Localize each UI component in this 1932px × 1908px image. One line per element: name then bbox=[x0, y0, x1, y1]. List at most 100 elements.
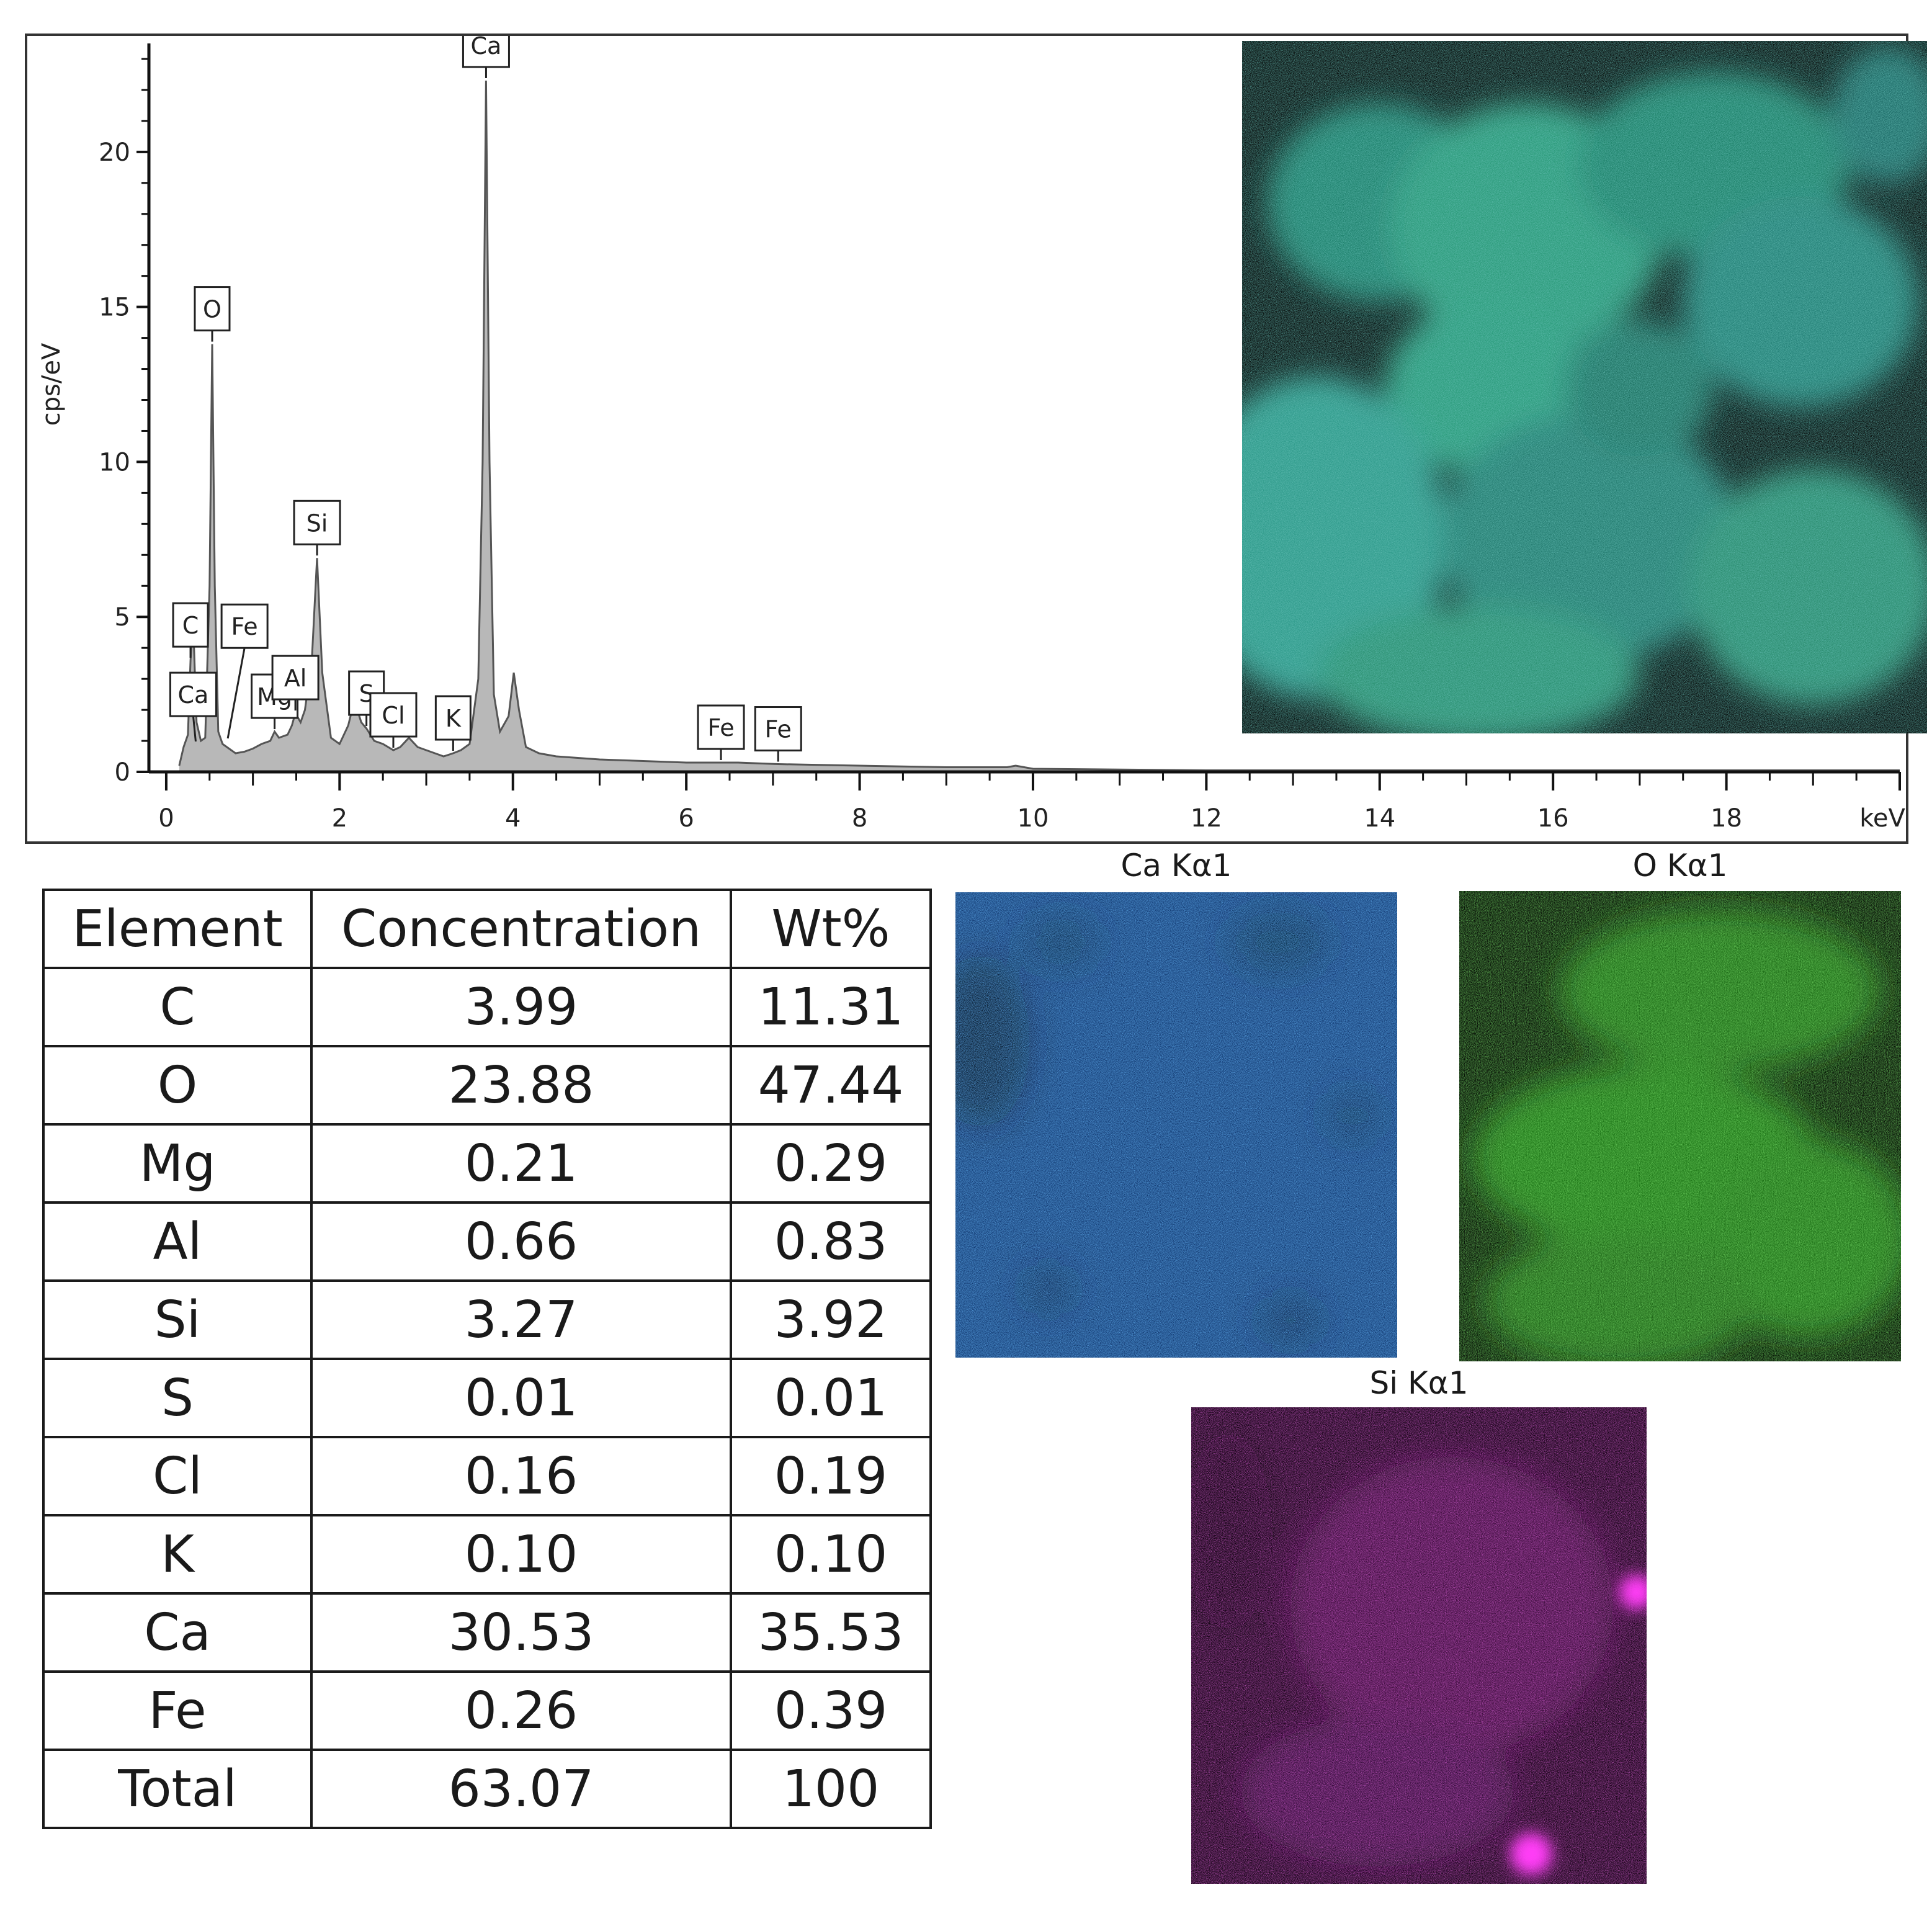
si-element-map: Si Kα1 bbox=[1191, 1365, 1647, 1886]
cell-wt-percent: 0.19 bbox=[730, 1436, 932, 1516]
peak-label-text: Fe bbox=[765, 716, 792, 743]
peak-label-box bbox=[194, 286, 231, 332]
peak-label-box bbox=[434, 695, 472, 741]
cell-element: Al bbox=[42, 1201, 313, 1282]
x-tick-label: 8 bbox=[852, 804, 867, 833]
ca-map-image bbox=[955, 892, 1397, 1358]
cell-concentration: 0.66 bbox=[310, 1201, 732, 1282]
x-tick-label: 6 bbox=[678, 804, 694, 833]
x-tick-label: 16 bbox=[1537, 804, 1569, 833]
x-tick-label: 12 bbox=[1191, 804, 1222, 833]
eds-spectrum-panel: 05101520024681012141618keVcps/eVCCaOFeMg… bbox=[25, 34, 1927, 844]
table-row: Si 3.27 3.92 bbox=[42, 1279, 932, 1360]
peak-label-pointer bbox=[192, 715, 197, 742]
y-tick-label: 20 bbox=[99, 138, 130, 167]
x-tick-label: 0 bbox=[158, 804, 174, 833]
o-element-map: O Kα1 bbox=[1459, 848, 1901, 1363]
peak-label: K bbox=[434, 695, 472, 751]
table-row: Al 0.66 0.83 bbox=[42, 1201, 932, 1282]
peak-label-text: O bbox=[203, 296, 221, 323]
cell-wt-percent: 3.92 bbox=[730, 1279, 932, 1360]
cell-wt-percent: 0.39 bbox=[730, 1670, 932, 1751]
cell-element: Ca bbox=[42, 1592, 313, 1673]
y-tick-label: 5 bbox=[115, 603, 130, 632]
table-row-total: Total 63.07 100 bbox=[42, 1749, 932, 1829]
peak-label-text: Fe bbox=[231, 613, 258, 640]
cell-element: Cl bbox=[42, 1436, 313, 1516]
peak-label: Ca bbox=[462, 36, 510, 78]
table-row: S 0.01 0.01 bbox=[42, 1358, 932, 1438]
x-tick-label: 10 bbox=[1017, 804, 1049, 833]
cell-concentration: 3.99 bbox=[310, 967, 732, 1047]
peak-label: Al bbox=[271, 655, 320, 711]
peak-label: Fe bbox=[220, 603, 269, 739]
cell-concentration: 0.21 bbox=[310, 1123, 732, 1204]
y-axis-label: cps/eV bbox=[37, 343, 66, 426]
cell-element: O bbox=[42, 1045, 313, 1126]
table-row: K 0.10 0.10 bbox=[42, 1514, 932, 1595]
peak-label-text: K bbox=[445, 705, 462, 732]
cell-element: Si bbox=[42, 1279, 313, 1360]
cell-element: C bbox=[42, 967, 313, 1047]
cell-element: S bbox=[42, 1358, 313, 1438]
column-header-wt-percent: Wt% bbox=[730, 889, 932, 969]
peak-label: Si bbox=[293, 499, 341, 556]
cell-concentration: 63.07 bbox=[310, 1749, 732, 1829]
table-row: Fe 0.26 0.39 bbox=[42, 1670, 932, 1751]
y-tick-label: 0 bbox=[115, 758, 130, 787]
peak-label-box bbox=[220, 603, 269, 649]
table-row: Cl 0.16 0.19 bbox=[42, 1436, 932, 1516]
si-map-image bbox=[1191, 1407, 1647, 1884]
cell-element: Fe bbox=[42, 1670, 313, 1751]
x-axis-label: keV bbox=[1859, 804, 1905, 833]
cell-concentration: 3.27 bbox=[310, 1279, 732, 1360]
peak-label-pointer bbox=[226, 647, 246, 739]
column-header-element: Element bbox=[42, 889, 313, 969]
x-tick-label: 2 bbox=[332, 804, 347, 833]
eds-spectrum-chart: 05101520024681012141618keVcps/eVCCaOFeMg… bbox=[37, 36, 1906, 833]
table-row: O 23.88 47.44 bbox=[42, 1045, 932, 1126]
table-row: C 3.99 11.31 bbox=[42, 967, 932, 1047]
cell-concentration: 0.10 bbox=[310, 1514, 732, 1595]
peak-label: C bbox=[172, 602, 209, 658]
cell-wt-percent: 0.83 bbox=[730, 1201, 932, 1282]
cell-concentration: 23.88 bbox=[310, 1045, 732, 1126]
cell-wt-percent: 47.44 bbox=[730, 1045, 932, 1126]
composition-table: Element Concentration Wt% C 3.99 11.31 O 23… bbox=[42, 889, 932, 1829]
o-map-title: O Kα1 bbox=[1632, 848, 1728, 884]
peak-label: Cl bbox=[369, 692, 418, 748]
peak-label-text: Cl bbox=[382, 702, 405, 729]
peak-label: O bbox=[194, 286, 231, 342]
cell-element: Total bbox=[42, 1749, 313, 1829]
cell-wt-percent: 100 bbox=[730, 1749, 932, 1829]
peak-label-text: Fe bbox=[707, 714, 734, 741]
si-map-title: Si Kα1 bbox=[1369, 1365, 1469, 1401]
peak-label-box bbox=[754, 706, 802, 752]
cell-element: K bbox=[42, 1514, 313, 1595]
peak-label-text: Si bbox=[306, 509, 328, 537]
column-header-concentration: Concentration bbox=[310, 889, 732, 969]
cell-element: Mg bbox=[42, 1123, 313, 1204]
peak-label: Fe bbox=[697, 704, 745, 761]
cell-concentration: 0.01 bbox=[310, 1358, 732, 1438]
ca-map-title: Ca Kα1 bbox=[1120, 848, 1232, 884]
peak-label-box bbox=[271, 655, 320, 701]
o-map-image bbox=[1459, 891, 1901, 1361]
y-tick-label: 10 bbox=[99, 448, 130, 477]
cell-wt-percent: 0.29 bbox=[730, 1123, 932, 1204]
cell-wt-percent: 0.10 bbox=[730, 1514, 932, 1595]
table-row: Mg 0.21 0.29 bbox=[42, 1123, 932, 1204]
table-header-row: Element Concentration Wt% bbox=[42, 889, 932, 969]
peak-label-text: C bbox=[182, 612, 199, 639]
x-tick-label: 4 bbox=[505, 804, 521, 833]
spectrum-line bbox=[178, 80, 1900, 771]
peak-label-text: Ca bbox=[178, 681, 209, 709]
ca-element-map: Ca Kα1 bbox=[955, 848, 1397, 1363]
cell-concentration: 0.26 bbox=[310, 1670, 732, 1751]
x-tick-label: 14 bbox=[1364, 804, 1395, 833]
peak-label: Ca bbox=[169, 671, 217, 742]
cell-wt-percent: 11.31 bbox=[730, 967, 932, 1047]
cell-concentration: 30.53 bbox=[310, 1592, 732, 1673]
si-hotspots bbox=[1510, 1575, 1647, 1875]
cell-concentration: 0.16 bbox=[310, 1436, 732, 1516]
